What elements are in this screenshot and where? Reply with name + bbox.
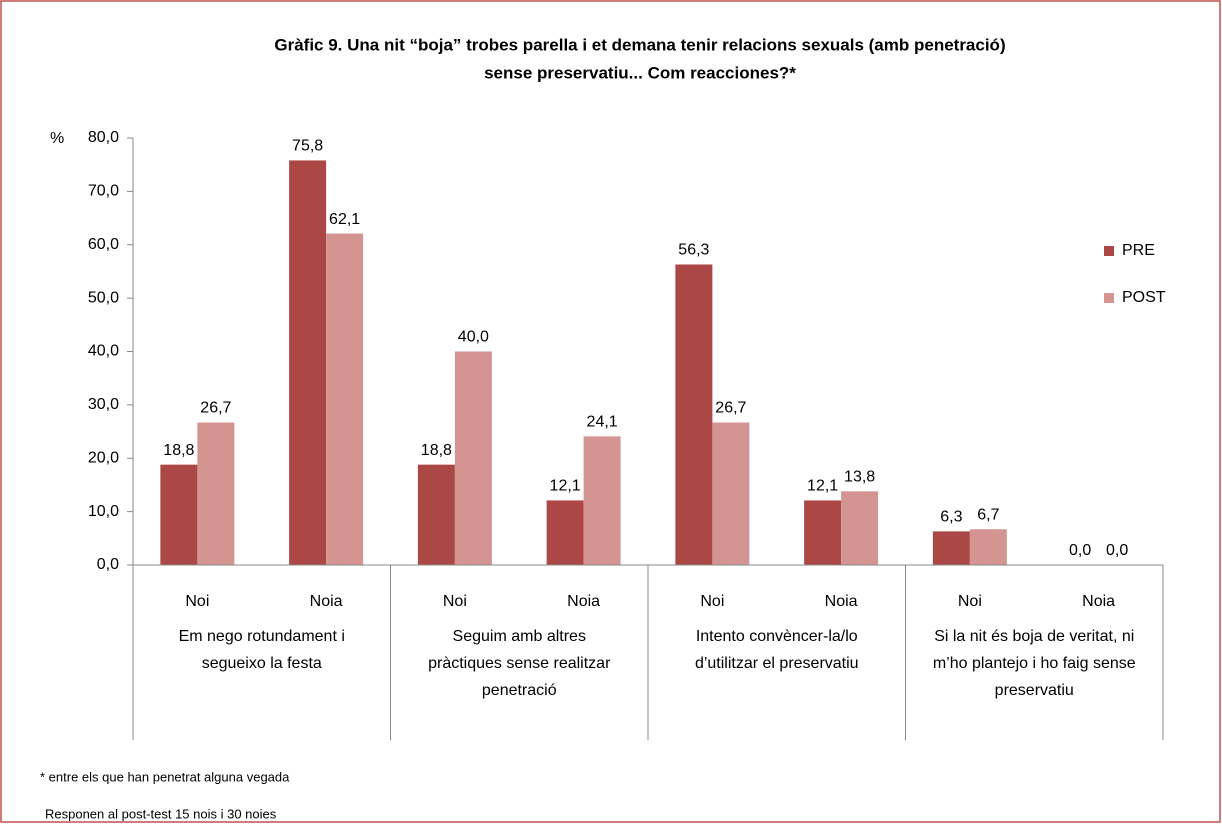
group-label: segueixo la festa: [202, 655, 322, 672]
chart-title: sense preservatiu... Com reacciones?*: [484, 63, 796, 82]
x-tick-label: Noi: [700, 593, 724, 610]
bar: [546, 500, 584, 565]
y-tick-label: 30,0: [88, 396, 119, 413]
bar: [289, 160, 327, 566]
legend-label: PRE: [1122, 242, 1155, 259]
group-label: Si la nit és boja de veritat, ni: [934, 628, 1134, 645]
y-tick-label: 50,0: [88, 289, 119, 306]
group-label: Intento convèncer-la/lo: [696, 628, 858, 645]
value-label: 18,8: [421, 442, 452, 459]
value-label: 6,7: [977, 506, 999, 523]
y-axis-label: %: [50, 130, 64, 147]
bar: [675, 264, 713, 565]
value-label: 6,3: [940, 509, 962, 526]
bar: [969, 529, 1007, 565]
x-tick-label: Noi: [443, 593, 467, 610]
y-tick-label: 60,0: [88, 236, 119, 253]
value-label: 12,1: [807, 478, 838, 495]
bar: [197, 422, 235, 565]
footnote: * entre els que han penetrat alguna vega…: [40, 769, 290, 784]
x-tick-label: Noi: [185, 593, 209, 610]
value-label: 26,7: [200, 400, 231, 417]
group-label: Seguim amb altres: [453, 628, 586, 645]
y-tick-label: 10,0: [88, 503, 119, 520]
value-label: 26,7: [715, 400, 746, 417]
group-label: Em nego rotundament i: [179, 628, 345, 645]
legend-label: POST: [1122, 289, 1166, 306]
value-label: 0,0: [1069, 542, 1091, 559]
value-label: 0,0: [1106, 542, 1128, 559]
chart-title: Gràfic 9. Una nit “boja” trobes parella …: [274, 35, 1005, 54]
group-label: penetració: [482, 682, 557, 699]
group-label: m’ho plantejo i ho faig sense: [933, 655, 1136, 672]
bar: [583, 436, 621, 565]
x-tick-label: Noia: [567, 593, 600, 610]
value-label: 12,1: [550, 478, 581, 495]
x-tick-label: Noia: [825, 593, 858, 610]
value-label: 75,8: [292, 138, 323, 155]
group-label: preservatiu: [995, 682, 1074, 699]
group-label: d’utilitzar el preservatiu: [695, 655, 859, 672]
y-tick-label: 20,0: [88, 449, 119, 466]
y-tick-label: 0,0: [97, 556, 119, 573]
bar: [804, 500, 842, 565]
x-tick-label: Noia: [1082, 593, 1115, 610]
legend-swatch: [1104, 246, 1114, 256]
x-tick-label: Noia: [310, 593, 343, 610]
value-label: 62,1: [329, 211, 360, 228]
legend-swatch: [1104, 293, 1114, 303]
footnote: Responen al post-test 15 nois i 30 noies: [45, 806, 277, 821]
value-label: 56,3: [678, 242, 709, 259]
x-tick-label: Noi: [958, 593, 982, 610]
value-label: 18,8: [163, 442, 194, 459]
group-label: pràctiques sense realitzar: [428, 655, 611, 672]
value-label: 13,8: [844, 469, 875, 486]
y-tick-label: 80,0: [88, 129, 119, 146]
bar: [712, 422, 750, 565]
bar: [841, 491, 879, 565]
y-tick-label: 40,0: [88, 343, 119, 360]
value-label: 24,1: [587, 414, 618, 431]
y-tick-label: 70,0: [88, 183, 119, 200]
bar: [417, 464, 455, 565]
bar: [326, 233, 364, 565]
bar: [932, 531, 970, 565]
value-label: 40,0: [458, 329, 489, 346]
bar: [160, 464, 198, 565]
bar: [454, 351, 492, 565]
